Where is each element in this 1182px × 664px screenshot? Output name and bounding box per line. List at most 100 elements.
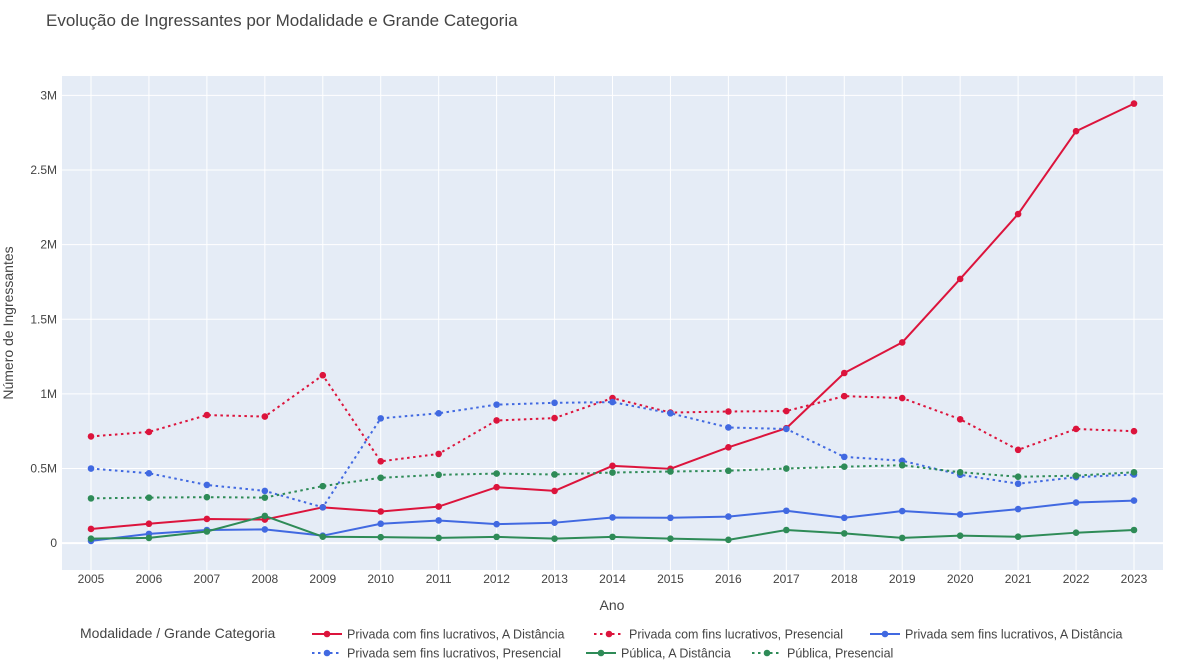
data-point[interactable] xyxy=(725,424,732,431)
data-point[interactable] xyxy=(551,487,558,495)
data-point[interactable] xyxy=(493,483,500,491)
data-point[interactable] xyxy=(551,414,558,422)
data-point[interactable] xyxy=(493,533,500,541)
data-point[interactable] xyxy=(898,461,906,469)
data-point[interactable] xyxy=(435,450,442,458)
data-point[interactable] xyxy=(261,512,269,520)
data-point[interactable] xyxy=(1130,497,1138,504)
data-point[interactable] xyxy=(493,520,500,528)
data-point[interactable] xyxy=(956,415,964,423)
data-point[interactable] xyxy=(319,371,327,379)
data-point[interactable] xyxy=(1130,468,1138,476)
data-point[interactable] xyxy=(261,494,269,501)
legend[interactable]: Privada com fins lucrativos, A Distância… xyxy=(312,628,1122,661)
data-point[interactable] xyxy=(1014,210,1022,218)
data-point[interactable] xyxy=(667,409,674,417)
data-point[interactable] xyxy=(377,415,385,422)
data-point[interactable] xyxy=(1072,499,1080,506)
data-point[interactable] xyxy=(609,462,616,470)
data-point[interactable] xyxy=(667,468,674,475)
data-point[interactable] xyxy=(609,514,616,521)
data-point[interactable] xyxy=(1014,446,1022,454)
data-point[interactable] xyxy=(725,536,732,544)
data-point[interactable] xyxy=(377,508,385,515)
data-point[interactable] xyxy=(145,534,153,542)
data-point[interactable] xyxy=(493,470,500,477)
data-point[interactable] xyxy=(783,407,790,415)
data-point[interactable] xyxy=(1072,127,1080,135)
data-point[interactable] xyxy=(435,517,442,524)
legend-item[interactable]: Privada com fins lucrativos, A Distância xyxy=(312,628,564,642)
data-point[interactable] xyxy=(609,398,616,406)
data-point[interactable] xyxy=(203,493,211,501)
data-point[interactable] xyxy=(377,458,385,465)
data-point[interactable] xyxy=(203,411,211,419)
data-point[interactable] xyxy=(87,433,95,440)
data-point[interactable] xyxy=(87,525,95,533)
data-point[interactable] xyxy=(840,530,848,537)
data-point[interactable] xyxy=(840,463,848,471)
data-point[interactable] xyxy=(145,469,153,477)
data-point[interactable] xyxy=(377,520,385,528)
data-point[interactable] xyxy=(87,465,95,472)
data-point[interactable] xyxy=(261,526,269,533)
data-point[interactable] xyxy=(898,339,906,346)
legend-item[interactable]: Pública, Presencial xyxy=(752,647,893,661)
data-point[interactable] xyxy=(956,275,964,283)
data-point[interactable] xyxy=(319,533,327,541)
data-point[interactable] xyxy=(840,453,848,461)
data-point[interactable] xyxy=(145,494,153,501)
data-point[interactable] xyxy=(435,534,442,542)
data-point[interactable] xyxy=(898,534,906,542)
data-point[interactable] xyxy=(435,409,442,417)
data-point[interactable] xyxy=(1130,427,1138,435)
data-point[interactable] xyxy=(319,504,327,511)
data-point[interactable] xyxy=(1130,526,1138,534)
legend-item[interactable]: Privada sem fins lucrativos, A Distância xyxy=(870,628,1122,642)
data-point[interactable] xyxy=(435,471,442,479)
data-point[interactable] xyxy=(145,428,153,436)
data-point[interactable] xyxy=(609,533,616,541)
data-point[interactable] xyxy=(783,425,790,433)
data-point[interactable] xyxy=(1072,472,1080,479)
data-point[interactable] xyxy=(551,471,558,478)
data-point[interactable] xyxy=(435,503,442,510)
legend-item[interactable]: Privada com fins lucrativos, Presencial xyxy=(594,628,843,642)
data-point[interactable] xyxy=(840,369,848,377)
data-point[interactable] xyxy=(725,513,732,520)
data-point[interactable] xyxy=(956,468,964,476)
data-point[interactable] xyxy=(203,481,211,489)
data-point[interactable] xyxy=(840,514,848,522)
data-point[interactable] xyxy=(377,474,385,482)
data-point[interactable] xyxy=(609,469,616,476)
data-point[interactable] xyxy=(783,507,790,515)
data-point[interactable] xyxy=(319,482,327,490)
data-point[interactable] xyxy=(1072,425,1080,433)
data-point[interactable] xyxy=(261,413,269,420)
data-point[interactable] xyxy=(493,417,500,424)
data-point[interactable] xyxy=(898,507,906,515)
data-point[interactable] xyxy=(725,444,732,451)
data-point[interactable] xyxy=(1014,505,1022,513)
data-point[interactable] xyxy=(551,535,558,542)
data-point[interactable] xyxy=(145,520,153,528)
data-point[interactable] xyxy=(1014,533,1022,541)
data-point[interactable] xyxy=(203,515,211,523)
data-point[interactable] xyxy=(783,526,790,534)
data-point[interactable] xyxy=(725,408,732,415)
data-point[interactable] xyxy=(261,487,269,495)
data-point[interactable] xyxy=(840,392,848,400)
data-point[interactable] xyxy=(1014,480,1022,488)
data-point[interactable] xyxy=(203,528,211,535)
data-point[interactable] xyxy=(87,495,95,502)
data-point[interactable] xyxy=(1130,100,1138,107)
data-point[interactable] xyxy=(667,514,674,522)
legend-item[interactable]: Pública, A Distância xyxy=(586,647,731,661)
data-point[interactable] xyxy=(87,535,95,542)
data-point[interactable] xyxy=(551,519,558,526)
legend-item[interactable]: Privada sem fins lucrativos, Presencial xyxy=(312,647,561,661)
data-point[interactable] xyxy=(1014,473,1022,481)
data-point[interactable] xyxy=(956,532,964,539)
data-point[interactable] xyxy=(783,465,790,472)
data-point[interactable] xyxy=(493,401,500,408)
